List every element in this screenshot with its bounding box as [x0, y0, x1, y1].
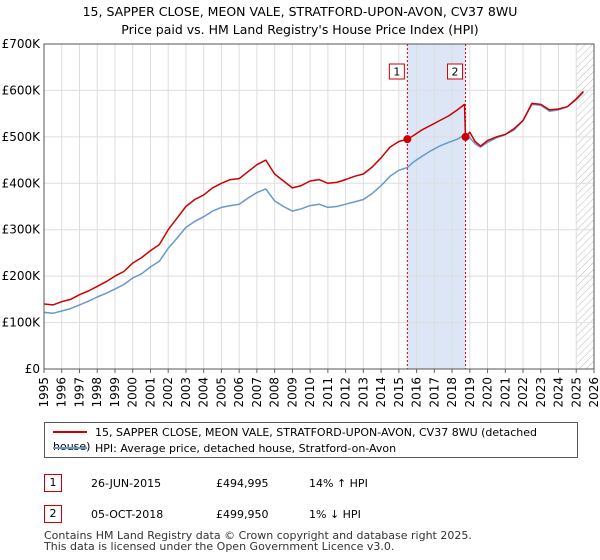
legend-entry-property: 15, SAPPER CLOSE, MEON VALE, STRATFORD-U…	[53, 426, 577, 453]
chart-title-line1: 15, SAPPER CLOSE, MEON VALE, STRATFORD-U…	[83, 4, 518, 19]
x-tick-label: 2003	[179, 377, 193, 408]
transaction-badge: 1	[44, 474, 62, 492]
x-tick-label: 2013	[356, 377, 370, 408]
x-tick-label: 2015	[392, 377, 406, 408]
x-tick-label: 2008	[268, 377, 282, 408]
sale-badge-label: 2	[452, 66, 459, 79]
x-tick-label: 2012	[339, 377, 353, 408]
footer-attribution: Contains HM Land Registry data © Crown c…	[44, 530, 472, 552]
x-tick-label: 2023	[534, 377, 548, 408]
price-chart: 15, SAPPER CLOSE, MEON VALE, STRATFORD-U…	[2, 4, 600, 408]
sale-badge-box	[447, 63, 464, 80]
x-tick-label: 2004	[197, 377, 211, 408]
x-tick-label: 2019	[463, 377, 477, 408]
x-tick-label: 2000	[126, 377, 140, 408]
y-tick-label: £400K	[2, 176, 42, 190]
y-tick-label: £600K	[2, 83, 42, 97]
hatched-future-region	[576, 44, 594, 369]
x-tick-label: 2026	[587, 377, 600, 408]
x-tick-label: 2025	[569, 377, 583, 408]
y-tick-label: £700K	[2, 37, 42, 51]
legend-label-property: 15, SAPPER CLOSE, MEON VALE, STRATFORD-U…	[53, 426, 537, 453]
footer-line-2: This data is licensed under the Open Gov…	[44, 540, 395, 553]
footer-line-1: Contains HM Land Registry data © Crown c…	[44, 529, 472, 542]
x-tick-label: 2017	[427, 377, 441, 408]
x-tick-label: 2024	[552, 377, 566, 408]
chart-title-line2: Price paid vs. HM Land Registry's House …	[121, 22, 478, 37]
hpi-line	[43, 91, 584, 315]
plot-area	[44, 44, 594, 369]
legend-swatch-blue	[53, 447, 87, 449]
transaction-date: 05-OCT-2018	[91, 508, 164, 521]
legend-entry-hpi: HPI: Average price, detached house, Stra…	[53, 442, 396, 456]
y-tick-label: £200K	[2, 269, 42, 283]
x-tick-label: 2011	[321, 377, 335, 408]
transaction-date: 26-JUN-2015	[91, 477, 162, 490]
transaction-price: £494,995	[216, 477, 269, 490]
x-tick-label: 2014	[374, 377, 388, 408]
y-tick-label: £500K	[2, 130, 42, 144]
x-tick-label: 1995	[37, 377, 51, 408]
chart-legend: 15, SAPPER CLOSE, MEON VALE, STRATFORD-U…	[44, 422, 578, 458]
x-tick-label: 2006	[232, 377, 246, 408]
x-tick-label: 1998	[90, 377, 104, 408]
x-tick-label: 2002	[161, 377, 175, 408]
x-tick-label: 2010	[303, 377, 317, 408]
plot-frame	[43, 43, 595, 370]
sale-badge-box	[388, 63, 405, 80]
x-tick-label: 2009	[285, 377, 299, 408]
legend-swatch-red	[53, 431, 87, 433]
x-tick-label: 1996	[55, 377, 69, 408]
x-tick-label: 2005	[214, 377, 228, 408]
y-tick-label: £100K	[2, 316, 42, 330]
x-tick-label: 2016	[410, 377, 424, 408]
y-tick-label: £0	[25, 362, 40, 376]
sale-point	[403, 135, 412, 144]
x-tick-label: 2018	[445, 377, 459, 408]
x-tick-label: 1999	[108, 377, 122, 408]
transaction-hpi-diff: 1% ↓ HPI	[309, 508, 361, 521]
sale-badge-label: 1	[393, 66, 400, 79]
x-tick-label: 2001	[143, 377, 157, 408]
transaction-price: £499,950	[216, 508, 269, 521]
transaction-badge: 2	[44, 505, 62, 523]
property-price-line	[43, 90, 584, 306]
x-tick-label: 2020	[481, 377, 495, 408]
transaction-hpi-diff: 14% ↑ HPI	[309, 477, 368, 490]
x-tick-label: 1997	[72, 377, 86, 408]
x-tick-label: 2007	[250, 377, 264, 408]
y-tick-label: £300K	[2, 223, 42, 237]
legend-label-hpi: HPI: Average price, detached house, Stra…	[95, 442, 397, 455]
x-tick-label: 2021	[498, 377, 512, 408]
sale-point	[461, 132, 470, 141]
x-tick-label: 2022	[516, 377, 530, 408]
